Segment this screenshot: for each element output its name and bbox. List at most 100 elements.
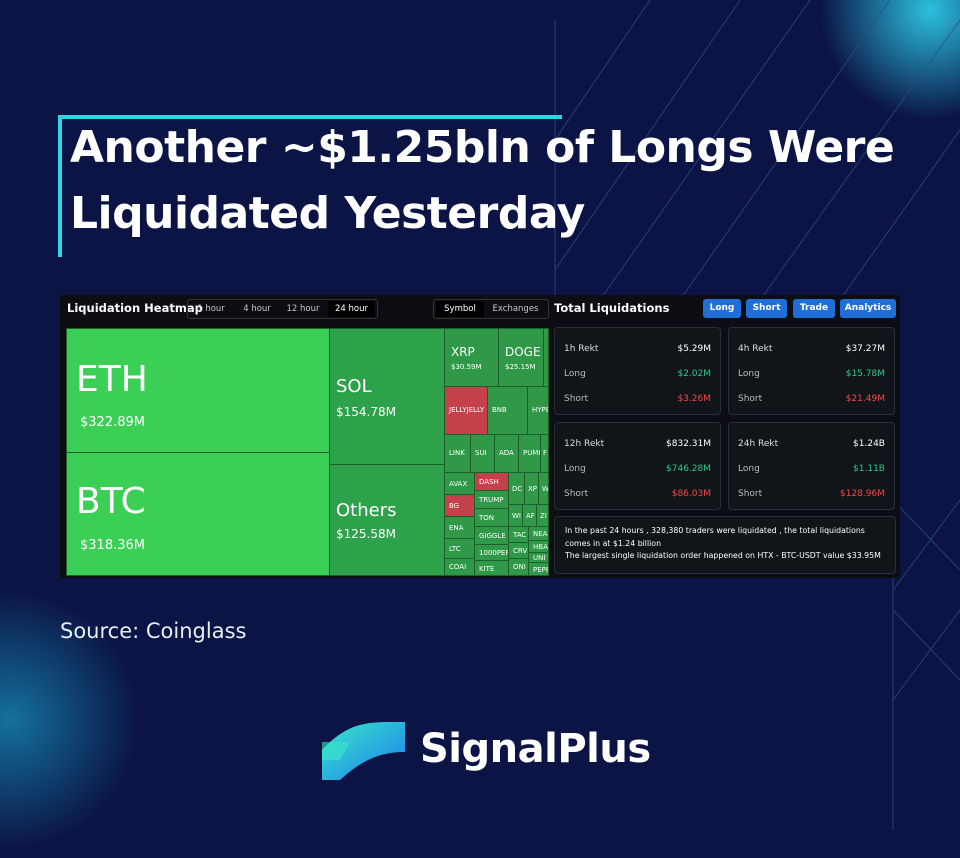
tile-label: DOGE <box>505 345 541 359</box>
tile[interactable]: HYPE <box>527 386 549 435</box>
card-period: 4h Rekt <box>738 344 773 354</box>
card-short-label: Short <box>738 394 763 404</box>
card-period: 12h Rekt <box>564 439 605 449</box>
title: Liquidated Yesterday <box>70 188 585 239</box>
source: Source: Coinglass <box>60 619 247 643</box>
tile[interactable]: PEPE <box>528 562 549 576</box>
brand: SignalPlus <box>420 726 651 772</box>
card: 4h Rekt $37.27M Long $15.78M Short $21.49M <box>728 327 895 415</box>
tile[interactable]: BNB <box>487 386 528 435</box>
tile[interactable]: ONI <box>508 558 529 576</box>
tile-value: $125.58M <box>336 527 396 541</box>
tile[interactable]: PUMP <box>518 434 541 473</box>
card-long-label: Long <box>564 369 586 379</box>
card-short: $21.49M <box>845 394 885 404</box>
tile[interactable]: JELLYJELLY <box>444 386 488 435</box>
time-tab[interactable]: 24 hour <box>328 301 375 317</box>
view-tab[interactable]: Exchanges <box>492 304 539 314</box>
time-tab[interactable]: 1 hour <box>197 304 225 314</box>
tile[interactable]: SOL $154.78M <box>329 328 445 465</box>
time-tab[interactable]: 4 hour <box>243 304 271 314</box>
card-long: $15.78M <box>845 369 885 379</box>
tile[interactable]: DASH <box>474 472 509 491</box>
tile-value: $30.59M <box>451 363 482 371</box>
button[interactable]: Long <box>703 299 741 318</box>
tile[interactable]: NEAR <box>528 526 549 541</box>
card-long-label: Long <box>564 464 586 474</box>
tile[interactable]: AF <box>522 504 537 527</box>
tile[interactable]: GIGGLE <box>474 526 509 545</box>
card-total: $832.31M <box>666 439 711 449</box>
card: 1h Rekt $5.29M Long $2.02M Short $3.26M <box>554 327 721 415</box>
tile-label: SOL <box>336 376 372 397</box>
tile[interactable]: XP <box>524 472 539 505</box>
tile[interactable]: 1000PEPE <box>474 544 509 561</box>
card-long: $2.02M <box>677 369 711 379</box>
tab-group <box>187 299 378 319</box>
tile[interactable]: LTC <box>444 538 475 559</box>
button[interactable]: Trade <box>793 299 835 318</box>
tile-value: $322.89M <box>80 415 145 430</box>
summary: In the past 24 hours , 328,380 traders w… <box>554 516 896 574</box>
tile[interactable]: ETH $322.89M <box>66 328 330 453</box>
tile[interactable]: ENA <box>444 516 475 539</box>
tile[interactable]: WI <box>508 504 523 527</box>
heatmap-title: Liquidation Heatmap <box>67 301 203 315</box>
tile[interactable]: TRUMP <box>474 490 509 509</box>
card-short-label: Short <box>738 489 763 499</box>
card: 24h Rekt $1.24B Long $1.11B Short $128.96M <box>728 422 895 510</box>
card-period: 1h Rekt <box>564 344 599 354</box>
tile[interactable]: F <box>540 434 549 473</box>
title: Another ~$1.25bln of Longs Were <box>70 122 895 173</box>
tile[interactable]: TAC <box>508 526 529 543</box>
tile[interactable]: ZI <box>536 504 549 527</box>
tab-group <box>433 299 549 319</box>
card-period: 24h Rekt <box>738 439 779 449</box>
tile-label: Others <box>336 500 397 521</box>
tile-value: $25.15M <box>505 363 536 371</box>
tile[interactable]: TON <box>474 508 509 527</box>
totals-title: Total Liquidations <box>554 301 670 315</box>
tile[interactable]: AVAX <box>444 472 475 495</box>
card-long: $746.28M <box>666 464 711 474</box>
tile[interactable]: DC <box>508 472 525 505</box>
tile-label: XRP <box>451 345 475 359</box>
tile[interactable]: XRP $30.59M <box>444 328 499 387</box>
tile[interactable]: LINK <box>444 434 471 473</box>
card-long-label: Long <box>738 369 760 379</box>
time-tab[interactable]: 12 hour <box>286 304 320 314</box>
card-short: $86.03M <box>671 489 711 499</box>
view-tab[interactable]: Symbol <box>436 301 484 317</box>
tile-value: $154.78M <box>336 405 396 419</box>
tile[interactable]: W <box>538 472 549 505</box>
tile-label: BTC <box>76 481 146 522</box>
button[interactable]: Short <box>746 299 787 318</box>
summary-line: The largest single liquidation order hap… <box>565 551 881 560</box>
card: 12h Rekt $832.31M Long $746.28M Short $86.03M <box>554 422 721 510</box>
tile[interactable]: CRV <box>508 542 529 559</box>
card-long-label: Long <box>738 464 760 474</box>
tile[interactable] <box>543 328 549 387</box>
tile[interactable]: ADA <box>494 434 519 473</box>
card-short: $128.96M <box>840 489 885 499</box>
card-short-label: Short <box>564 489 589 499</box>
summary-line: In the past 24 hours , 328,380 traders w… <box>565 526 865 548</box>
tile-label: ETH <box>76 359 148 400</box>
card-long: $1.11B <box>853 464 885 474</box>
card-total: $5.29M <box>677 344 711 354</box>
tile[interactable]: BTC $318.36M <box>66 452 330 576</box>
card-total: $1.24B <box>853 439 885 449</box>
card-total: $37.27M <box>845 344 885 354</box>
button[interactable]: Analytics <box>840 299 896 318</box>
card-short: $3.26M <box>677 394 711 404</box>
tile[interactable]: Others $125.58M <box>329 464 445 576</box>
tile[interactable]: SUI <box>470 434 495 473</box>
tile[interactable]: COAI <box>444 558 475 576</box>
card-short-label: Short <box>564 394 589 404</box>
tile[interactable]: KITE <box>474 560 509 576</box>
tile[interactable]: BG <box>444 494 475 517</box>
tile-value: $318.36M <box>80 538 145 553</box>
tile[interactable]: DOGE $25.15M <box>498 328 544 387</box>
